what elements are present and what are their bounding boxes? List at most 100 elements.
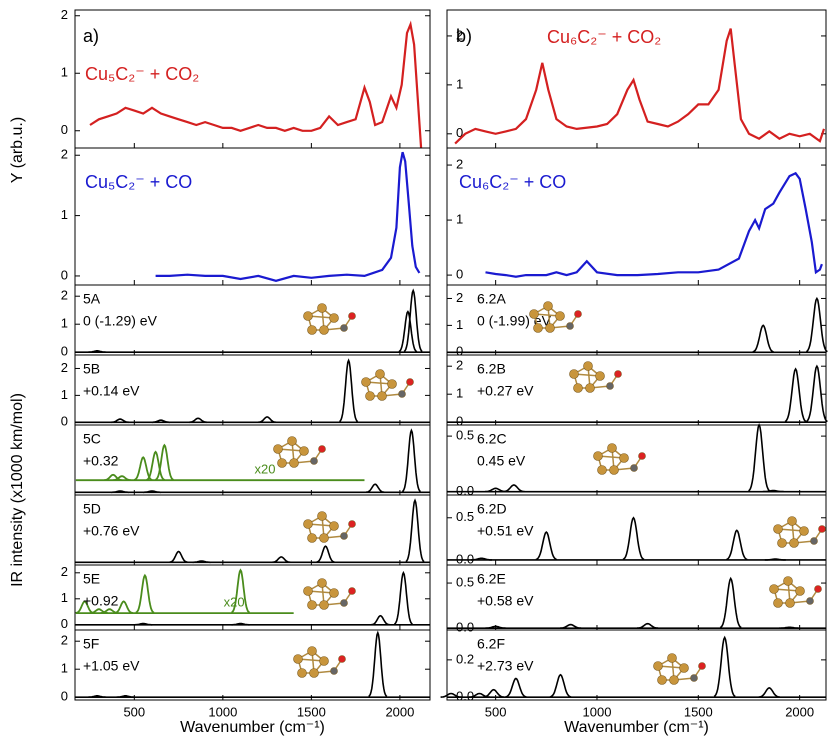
ir-peak bbox=[719, 576, 742, 629]
y-tick-label: 1 bbox=[61, 590, 68, 605]
ir-peak bbox=[622, 516, 645, 561]
panel-name: 5A bbox=[83, 291, 101, 307]
atom bbox=[533, 323, 543, 333]
atom bbox=[348, 587, 356, 595]
panel-letter: b) bbox=[456, 26, 472, 46]
atom bbox=[787, 516, 797, 526]
ir-peak bbox=[535, 530, 558, 561]
ir-peak bbox=[483, 688, 505, 698]
atom bbox=[289, 458, 299, 468]
panel-energy: +2.73 eV bbox=[477, 658, 534, 674]
atom bbox=[377, 391, 387, 401]
atom bbox=[387, 379, 397, 389]
y-tick-label: 1 bbox=[61, 207, 68, 222]
atom bbox=[361, 377, 371, 387]
atom bbox=[773, 524, 783, 534]
ir-peak bbox=[748, 422, 771, 492]
atom bbox=[769, 584, 779, 594]
ir-peak bbox=[560, 623, 582, 629]
inset-peak bbox=[75, 600, 94, 614]
atom bbox=[319, 656, 329, 666]
x-tick-label: 500 bbox=[485, 704, 507, 719]
atom bbox=[317, 578, 327, 588]
panel-energy: +0.76 eV bbox=[83, 523, 140, 539]
y-tick-label: 2 bbox=[61, 288, 68, 303]
y-tick-label: 1 bbox=[61, 387, 68, 402]
ir-peak bbox=[272, 556, 291, 563]
y-tick-label: 0.2 bbox=[456, 651, 474, 666]
atom bbox=[375, 369, 385, 379]
panel-name: 6.2B bbox=[477, 361, 506, 377]
y-tick-label: 1 bbox=[456, 212, 463, 227]
panel-name: 5C bbox=[83, 431, 101, 447]
atom bbox=[569, 369, 579, 379]
ir-peak bbox=[805, 296, 828, 353]
atom bbox=[619, 453, 629, 463]
series-label: Cu₆C₂⁻ + CO bbox=[459, 172, 566, 192]
inset-peak bbox=[114, 600, 133, 614]
atom bbox=[698, 662, 706, 670]
ir-peak bbox=[368, 630, 388, 698]
inset-peak bbox=[146, 450, 166, 481]
y-tick-label: 0.0 bbox=[456, 689, 474, 704]
atom bbox=[785, 598, 795, 608]
atom bbox=[593, 451, 603, 461]
ir-peak bbox=[188, 417, 208, 424]
inset-peak bbox=[135, 573, 155, 614]
atom bbox=[783, 576, 793, 586]
y-tick-label: 0.0 bbox=[456, 551, 474, 566]
panel-letter: a) bbox=[83, 26, 99, 46]
ir-peak bbox=[485, 625, 507, 629]
atom bbox=[293, 654, 303, 664]
x-tick-label: 1000 bbox=[208, 704, 237, 719]
ir-peak bbox=[366, 483, 385, 493]
y-tick-label: 1 bbox=[456, 386, 463, 401]
y-tick-label: 0 bbox=[456, 414, 463, 429]
ir-peak bbox=[637, 622, 659, 629]
atom bbox=[307, 600, 317, 610]
panel-name: 5E bbox=[83, 571, 100, 587]
atom bbox=[340, 532, 348, 540]
ir-peak bbox=[505, 677, 527, 698]
atom bbox=[543, 301, 553, 311]
inset-peak bbox=[154, 443, 174, 481]
atom bbox=[273, 444, 283, 454]
panel-energy: +0.32 bbox=[83, 453, 119, 469]
y-tick-label: 0 bbox=[61, 689, 68, 704]
atom bbox=[338, 655, 346, 663]
ir-peak bbox=[111, 490, 130, 494]
atom bbox=[319, 600, 329, 610]
panel-name: 6.2F bbox=[477, 636, 505, 652]
atom bbox=[303, 311, 313, 321]
atom bbox=[630, 464, 638, 472]
series-label: Cu₆C₂⁻ + CO₂ bbox=[547, 27, 661, 47]
panel-frame bbox=[446, 147, 827, 286]
y-tick-label: 0.0 bbox=[456, 620, 474, 635]
ir-peak bbox=[371, 614, 390, 626]
atom bbox=[348, 520, 356, 528]
atom bbox=[277, 458, 287, 468]
atom bbox=[597, 465, 607, 475]
atom bbox=[653, 661, 663, 671]
panel-energy: 0.45 eV bbox=[477, 453, 526, 469]
y-tick-label: 0 bbox=[61, 344, 68, 359]
panel-name: 5B bbox=[83, 361, 100, 377]
y-tick-label: 0 bbox=[61, 267, 68, 282]
panel-frame bbox=[74, 629, 431, 701]
ir-peak bbox=[762, 489, 784, 493]
spectrum-line bbox=[89, 20, 423, 149]
y-tick-label: 2 bbox=[61, 564, 68, 579]
atom bbox=[574, 310, 582, 318]
ir-peak bbox=[764, 558, 786, 561]
atom bbox=[595, 371, 605, 381]
atom bbox=[319, 533, 329, 543]
y-tick-label: 1 bbox=[61, 65, 68, 80]
inset-note: x20 bbox=[224, 595, 245, 610]
ir-peak bbox=[393, 570, 413, 625]
y-tick-label: 0.0 bbox=[456, 483, 474, 498]
ir-peak bbox=[151, 419, 170, 424]
panel-name: 6.2A bbox=[477, 291, 506, 307]
y-tick-label: 0 bbox=[61, 414, 68, 429]
y-tick-label: 1 bbox=[456, 76, 463, 91]
inset-peak bbox=[231, 568, 251, 614]
